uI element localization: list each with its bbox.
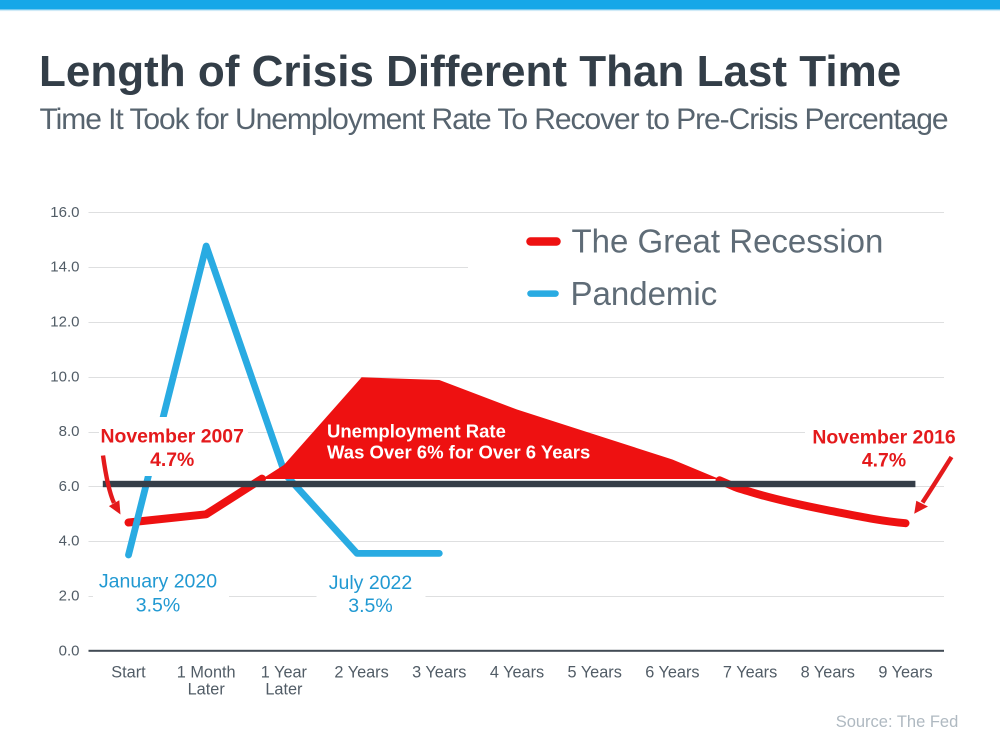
svg-text:Length of Crisis Different Tha: Length of Crisis Different Than Last Tim… [39,47,901,96]
svg-text:7 Years: 7 Years [723,663,777,681]
svg-text:Later: Later [188,681,226,699]
svg-text:1 Month: 1 Month [177,663,236,681]
svg-text:10.0: 10.0 [50,368,79,385]
svg-text:November 2007: November 2007 [101,426,244,448]
svg-text:3.5%: 3.5% [136,595,180,617]
svg-text:Was Over 6% for Over 6 Years: Was Over 6% for Over 6 Years [327,441,590,462]
svg-text:Source: The Fed: Source: The Fed [836,713,959,731]
svg-text:2 Years: 2 Years [334,663,388,681]
svg-text:January 2020: January 2020 [99,571,217,593]
svg-text:14.0: 14.0 [50,259,79,276]
svg-text:Time It Took for Unemployment: Time It Took for Unemployment Rate To Re… [40,103,948,136]
svg-text:November 2016: November 2016 [812,427,956,449]
svg-text:July 2022: July 2022 [329,572,412,594]
svg-text:3 Years: 3 Years [412,663,466,681]
svg-text:1 Year: 1 Year [261,663,308,681]
svg-text:5 Years: 5 Years [568,663,622,681]
svg-text:6.0: 6.0 [59,478,80,495]
svg-text:16.0: 16.0 [50,204,79,221]
svg-text:9 Years: 9 Years [878,663,932,681]
svg-text:Start: Start [111,663,146,681]
svg-text:6 Years: 6 Years [645,663,699,681]
svg-text:4.7%: 4.7% [862,450,906,472]
svg-text:0.0: 0.0 [59,642,80,659]
svg-text:4.7%: 4.7% [150,449,194,471]
svg-text:Unemployment Rate: Unemployment Rate [327,420,506,441]
svg-text:12.0: 12.0 [50,314,79,331]
svg-text:4 Years: 4 Years [490,663,544,681]
svg-text:Pandemic: Pandemic [571,275,718,312]
svg-text:2.0: 2.0 [59,588,80,605]
svg-text:4.0: 4.0 [59,533,80,550]
svg-text:8.0: 8.0 [59,423,80,440]
svg-text:3.5%: 3.5% [348,595,392,617]
svg-text:Later: Later [265,681,303,699]
svg-text:8 Years: 8 Years [801,663,855,681]
svg-text:The Great Recession: The Great Recession [572,223,884,260]
